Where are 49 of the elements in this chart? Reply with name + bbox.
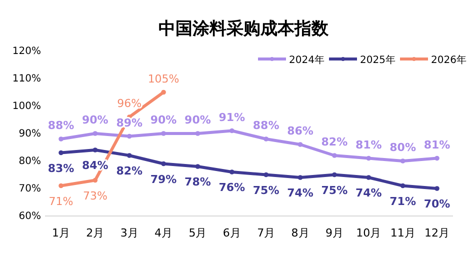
data-label: 88% [48,119,74,132]
data-label: 90% [184,114,211,126]
data-label: 90% [150,114,177,126]
y-tick-label: 110% [12,74,41,85]
x-tick-label: 8月 [291,226,310,240]
x-tick-label: 11月 [390,226,416,240]
legend-label: 2025年 [360,54,396,66]
y-tick-label: 100% [12,101,41,112]
data-label: 70% [424,198,450,210]
x-tick-label: 5月 [188,226,207,240]
data-label: 79% [150,172,177,186]
legend-label: 2026年 [431,54,466,66]
data-label: 82% [321,136,348,148]
data-label: 96% [117,97,142,110]
y-tick-label: 90% [18,128,41,140]
data-label: 88% [252,119,280,132]
data-label: 81% [355,138,382,152]
data-label: 74% [287,186,314,200]
data-label: 73% [82,189,108,202]
x-tick-label: 10月 [356,226,382,240]
data-label: 78% [184,176,211,188]
chart-title: 中国涂料采购成本指数 [158,19,330,39]
x-tick-label: 12月 [424,226,450,240]
x-tick-label: 9月 [325,226,344,240]
x-tick-label: 1月 [52,226,70,240]
legend-label: 2024年 [289,54,324,66]
data-label: 91% [218,110,246,124]
data-label: 71% [48,194,74,208]
y-tick-label: 120% [12,46,41,58]
y-tick-label: 80% [18,156,41,168]
data-label: 74% [355,186,382,200]
x-tick-label: 3月 [120,226,138,240]
data-label: 83% [48,162,74,175]
data-label: 105% [148,72,180,86]
data-label: 90% [82,114,108,126]
x-tick-label: 4月 [154,226,173,240]
data-label: 71% [390,194,416,208]
y-tick-label: 70% [18,184,41,195]
data-label: 80% [390,141,416,154]
y-tick-label: 60% [18,211,41,222]
x-tick-label: 7月 [257,226,276,240]
data-label: 86% [287,124,314,138]
x-tick-label: 6月 [222,226,241,240]
x-tick-label: 2月 [86,226,104,240]
data-label: 81% [424,138,450,152]
data-label: 75% [321,184,348,197]
data-label: 82% [116,164,143,178]
data-label: 76% [218,181,246,194]
data-label: 75% [252,184,280,197]
